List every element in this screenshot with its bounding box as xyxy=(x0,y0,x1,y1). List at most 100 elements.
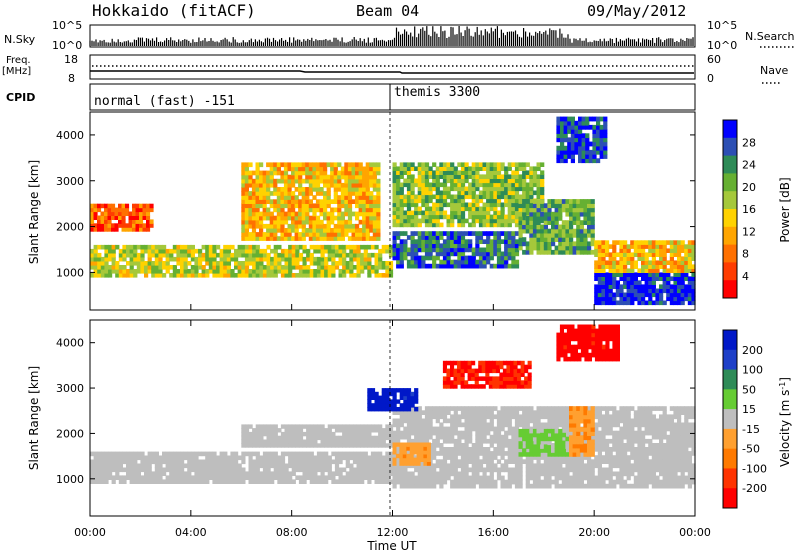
data-cell xyxy=(273,273,278,278)
data-cell xyxy=(540,194,545,200)
data-cell xyxy=(644,268,649,273)
data-cell xyxy=(365,219,370,225)
data-cell xyxy=(378,443,383,448)
data-cell xyxy=(414,247,419,253)
data-cell xyxy=(662,284,667,289)
data-cell xyxy=(306,256,311,262)
data-cell xyxy=(442,463,448,469)
data-cell xyxy=(540,241,545,247)
data-cell xyxy=(662,264,667,269)
data-cell xyxy=(453,443,458,448)
data-cell xyxy=(673,280,678,285)
data-cell xyxy=(219,273,224,278)
data-cell xyxy=(190,451,195,457)
data-cell xyxy=(453,202,458,208)
data-cell xyxy=(205,451,210,457)
data-cell xyxy=(570,120,575,126)
data-cell xyxy=(385,428,390,433)
data-cell xyxy=(262,195,267,200)
data-cell xyxy=(500,206,505,212)
data-cell xyxy=(345,443,350,448)
data-cell xyxy=(453,178,458,184)
data-cell xyxy=(118,248,123,254)
data-cell xyxy=(399,251,404,257)
data-cell xyxy=(269,232,274,237)
data-cell xyxy=(277,471,282,476)
data-cell xyxy=(464,438,469,444)
data-cell xyxy=(198,479,203,484)
data-cell xyxy=(504,414,509,420)
data-cell xyxy=(241,252,246,258)
data-cell xyxy=(421,243,426,249)
data-cell xyxy=(216,475,221,480)
data-cell xyxy=(435,166,440,171)
data-cell xyxy=(295,455,300,461)
data-cell xyxy=(154,451,159,457)
data-cell xyxy=(435,475,440,481)
data-cell xyxy=(251,187,257,192)
data-cell xyxy=(677,292,682,298)
data-cell xyxy=(583,237,588,242)
data-cell xyxy=(439,263,444,269)
data-cell xyxy=(356,431,361,437)
data-cell xyxy=(563,133,568,139)
data-cell xyxy=(262,475,268,480)
data-cell xyxy=(493,447,498,452)
data-cell xyxy=(406,438,412,444)
data-cell xyxy=(684,268,689,273)
data-cell xyxy=(529,174,534,179)
data-cell xyxy=(489,422,494,428)
data-cell xyxy=(283,195,289,200)
data-cell xyxy=(540,471,545,477)
data-cell xyxy=(471,259,476,265)
data-cell xyxy=(457,438,462,444)
data-cell xyxy=(662,300,667,306)
data-cell xyxy=(507,202,512,208)
data-cell xyxy=(187,273,192,278)
data-cell xyxy=(460,467,466,473)
data-cell xyxy=(190,256,195,262)
data-cell xyxy=(424,174,430,179)
data-cell xyxy=(435,170,440,175)
data-cell xyxy=(659,264,664,269)
data-cell xyxy=(583,220,588,225)
data-cell xyxy=(244,439,250,444)
data-cell xyxy=(312,195,317,200)
data-cell xyxy=(266,475,271,480)
data-cell xyxy=(410,414,415,420)
data-cell xyxy=(428,186,433,192)
data-cell xyxy=(316,459,322,465)
data-cell xyxy=(460,463,466,469)
data-cell xyxy=(554,211,559,217)
data-cell xyxy=(93,479,98,484)
data-cell xyxy=(547,475,552,481)
data-cell xyxy=(154,265,159,270)
data-cell xyxy=(284,475,289,480)
y-tick-label: 2000 xyxy=(56,221,84,234)
data-cell xyxy=(337,187,342,192)
data-cell xyxy=(115,475,120,480)
data-cell xyxy=(475,406,480,411)
data-cell xyxy=(603,129,608,134)
data-cell xyxy=(435,231,440,236)
data-cell xyxy=(283,187,289,192)
data-cell xyxy=(424,214,430,220)
data-cell xyxy=(273,215,278,221)
data-cell xyxy=(468,483,473,489)
data-cell xyxy=(385,435,390,441)
data-cell xyxy=(376,228,381,233)
data-cell xyxy=(90,215,95,220)
data-cell xyxy=(234,455,239,461)
data-cell xyxy=(344,211,349,217)
data-cell xyxy=(323,207,328,213)
data-cell xyxy=(529,224,534,230)
data-cell xyxy=(565,249,570,255)
data-cell xyxy=(399,243,404,249)
data-cell xyxy=(507,251,512,257)
data-cell xyxy=(114,207,119,213)
data-cell xyxy=(283,203,289,209)
nsky-tick-hi-right-text: 10^5 xyxy=(707,19,737,32)
data-cell xyxy=(460,443,466,448)
data-cell xyxy=(381,265,386,270)
data-cell xyxy=(659,292,664,298)
